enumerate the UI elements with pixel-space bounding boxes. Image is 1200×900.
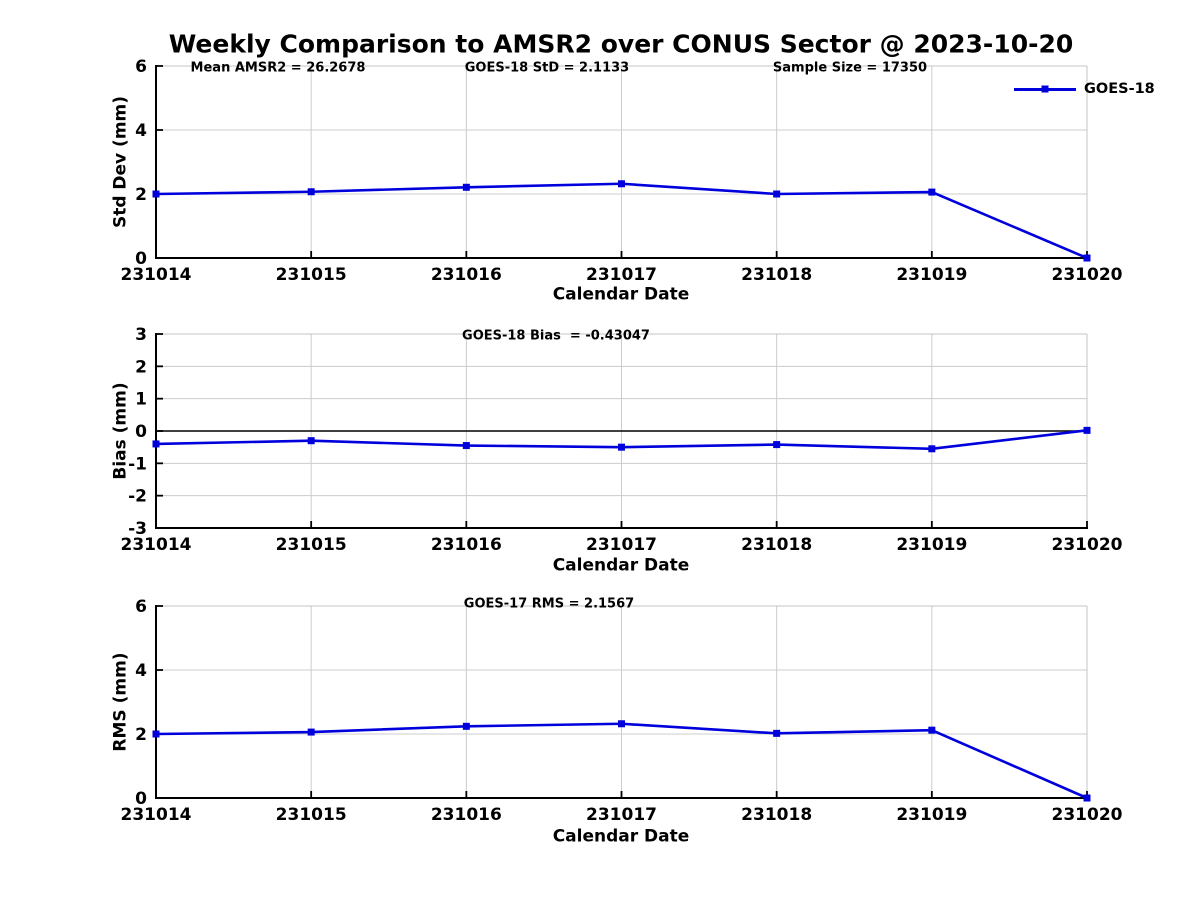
stddev-y-tick-label: 2 [135,185,147,205]
rms-data-point-marker [1083,794,1091,802]
bias-data-point-marker [307,437,315,445]
rms-x-tick-label: 231017 [586,805,657,825]
stddev-x-tick-label: 231019 [896,265,967,285]
legend-line-sample [1014,85,1076,93]
bias-x-tick-label: 231018 [741,535,812,555]
stddev-y-tick-label: 0 [135,249,147,269]
stddev-x-axis-label: Calendar Date [552,284,690,305]
stddev-data-point-marker [462,183,470,191]
stddev-x-tick-label: 231015 [276,265,347,285]
annotation-sample-size: Sample Size = 17350 [772,60,928,76]
bias-data-point-marker [618,443,625,451]
rms-data-point-marker [928,726,936,734]
stddev-x-tick-label: 231014 [121,265,192,285]
bias-data-point-marker [1083,426,1091,434]
annotation-goes17-rms: GOES-17 RMS = 2.1567 [463,596,635,612]
stddev-data-point-marker [152,190,160,198]
bias-x-axis-label: Calendar Date [552,555,690,576]
rms-x-axis-label: Calendar Date [552,826,690,847]
bias-y-tick-label: -2 [128,487,147,507]
annotation-goes18-std: GOES-18 StD = 2.1133 [464,60,630,76]
rms-y-tick-label: 2 [135,725,147,745]
rms-x-tick-label: 231019 [896,805,967,825]
bias-y-tick-label: 1 [135,390,147,410]
bias-x-tick-label: 231017 [586,535,657,555]
bias-data-point-marker [928,445,936,453]
legend: GOES-18 [1014,81,1155,97]
bias-y-tick-label: -3 [128,519,147,539]
bias-data-point-marker [462,442,470,450]
rms-y-tick-label: 6 [135,597,147,617]
stddev-x-tick-label: 231020 [1052,265,1123,285]
stddev-data-point-marker [618,180,625,188]
rms-data-point-marker [618,720,625,728]
rms-data-point-marker [152,730,160,738]
rms-x-tick-label: 231020 [1052,805,1123,825]
bias-y-axis-label: Bias (mm) [110,382,131,480]
legend-square-marker-icon [1041,85,1049,93]
rms-y-tick-label: 0 [135,789,147,809]
figure-title: Weekly Comparison to AMSR2 over CONUS Se… [168,29,1074,59]
bias-x-tick-label: 231014 [121,535,192,555]
rms-data-point-marker [462,722,470,730]
annotation-mean-amsr2: Mean AMSR2 = 26.2678 [190,60,366,76]
legend-label: GOES-18 [1084,81,1155,97]
rms-y-axis-label: RMS (mm) [110,652,131,752]
bias-x-tick-label: 231019 [896,535,967,555]
stddev-y-tick-label: 6 [135,57,147,77]
rms-x-tick-label: 231018 [741,805,812,825]
bias-y-tick-label: 2 [135,357,147,377]
bias-x-tick-label: 231020 [1052,535,1123,555]
rms-x-tick-label: 231015 [276,805,347,825]
bias-y-tick-label: 0 [135,422,147,442]
bias-data-point-marker [773,441,781,449]
rms-x-tick-label: 231016 [431,805,502,825]
stddev-x-tick-label: 231018 [741,265,812,285]
rms-data-point-marker [307,728,315,736]
stddev-data-point-marker [928,188,936,196]
stddev-data-point-marker [1083,254,1091,262]
rms-y-tick-label: 4 [135,661,147,681]
bias-y-tick-label: 3 [135,325,147,345]
rms-data-point-marker [773,729,781,737]
bias-y-tick-label: -1 [128,454,147,474]
stddev-y-tick-label: 4 [135,121,147,141]
stddev-x-tick-label: 231017 [586,265,657,285]
bias-x-tick-label: 231016 [431,535,502,555]
annotation-goes18-bias: GOES-18 Bias = -0.43047 [462,328,650,344]
bias-x-tick-label: 231015 [276,535,347,555]
stddev-x-tick-label: 231016 [431,265,502,285]
stddev-y-axis-label: Std Dev (mm) [110,95,131,229]
bias-data-point-marker [152,440,160,448]
rms-x-tick-label: 231014 [121,805,192,825]
stddev-data-point-marker [307,188,315,196]
stddev-data-point-marker [773,190,781,198]
